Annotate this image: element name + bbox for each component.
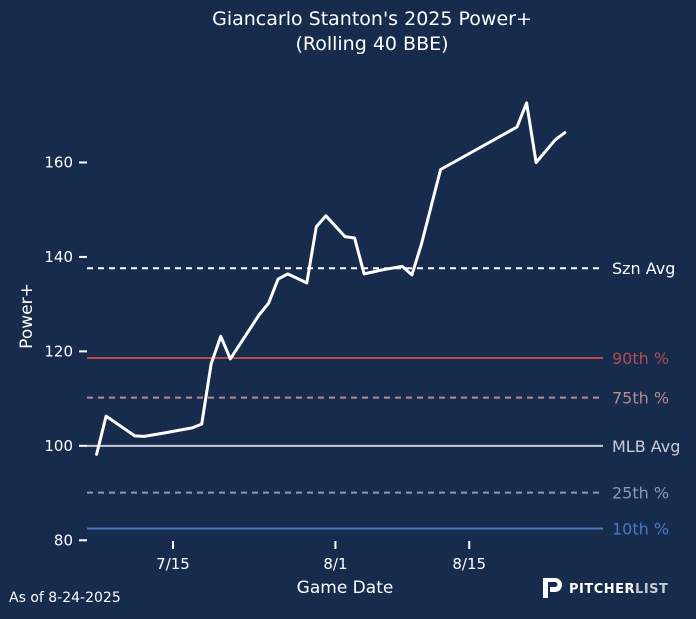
ref-label-90th: 90th % [612, 349, 669, 368]
y-tick-label: 120 [44, 342, 73, 360]
as-of-date: As of 8-24-2025 [9, 590, 121, 606]
series-layer [95, 101, 567, 456]
ref-label-75th: 75th % [612, 389, 669, 408]
y-tick-label: 100 [44, 437, 73, 455]
y-tick-label: 140 [44, 248, 73, 266]
x-tick-label: 8/1 [323, 555, 347, 573]
pitcherlist-logo: PITCHERLIST [543, 578, 668, 598]
y-axis: 80 100 120 140 160 [44, 153, 87, 549]
chart-subtitle: (Rolling 40 BBE) [295, 33, 448, 55]
reference-lines: Szn Avg 90th % 75th % MLB Avg 25th % 10th % [87, 259, 680, 538]
x-tick-label: 7/15 [156, 555, 190, 573]
chart-title: Giancarlo Stanton's 2025 Power+ [212, 8, 532, 30]
y-tick-label: 160 [44, 153, 73, 171]
ref-label-szn-avg: Szn Avg [612, 259, 675, 278]
x-tick-label: 8/15 [452, 555, 486, 573]
y-axis-label: Power+ [17, 283, 37, 349]
brand-secondary: LIST [635, 582, 668, 597]
ref-label-25th: 25th % [612, 484, 669, 503]
svg-text:PITCHERLIST: PITCHERLIST [569, 582, 668, 597]
x-axis: 7/15 8/1 8/15 [156, 541, 486, 573]
pitcherlist-logo-icon [543, 578, 562, 598]
brand-primary: PITCHER [569, 582, 635, 597]
y-tick-label: 80 [54, 531, 73, 549]
ref-label-mlb-avg: MLB Avg [612, 437, 680, 456]
ref-label-10th: 10th % [612, 519, 669, 538]
x-axis-label: Game Date [297, 578, 394, 598]
series-line-0 [95, 101, 567, 456]
